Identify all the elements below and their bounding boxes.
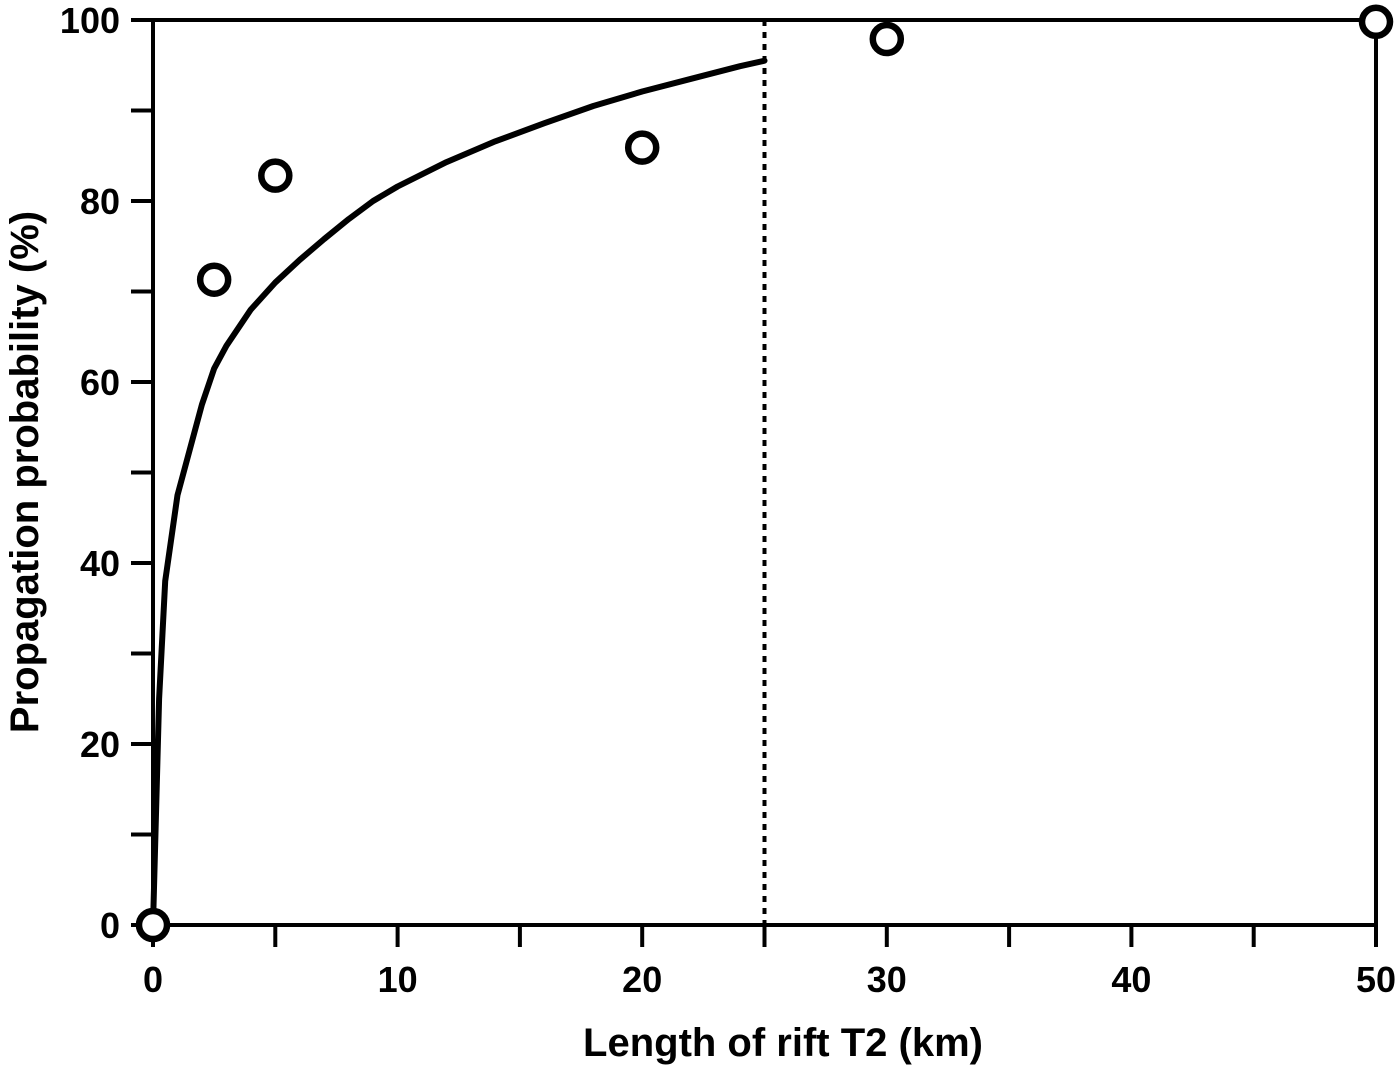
x-tick-label-2: 20 <box>622 959 662 1000</box>
x-tick-label-5: 50 <box>1356 959 1396 1000</box>
data-point-0 <box>135 907 171 943</box>
data-point-2 <box>258 158 293 193</box>
data-point-1 <box>196 262 232 297</box>
data-point-4 <box>869 21 905 57</box>
x-tick-label-1: 10 <box>378 959 418 1000</box>
ticks <box>131 18 1378 947</box>
tick-labels: 0 10 20 30 40 50 0 20 40 60 80 100 <box>60 0 1396 1000</box>
y-tick-label-1: 20 <box>80 724 120 765</box>
fit-curve-layer <box>150 57 768 928</box>
x-tick-label-0: 0 <box>143 959 163 1000</box>
data-points <box>135 4 1394 943</box>
x-tick-label-4: 40 <box>1111 959 1151 1000</box>
y-tick-label-0: 0 <box>100 905 120 946</box>
y-axis-title: Propagation probability (%) <box>3 211 47 733</box>
y-tick-label-4: 80 <box>80 181 120 222</box>
x-axis-title: Length of rift T2 (km) <box>583 1021 983 1065</box>
x-tick-label-3: 30 <box>867 959 907 1000</box>
data-point-3 <box>624 130 660 165</box>
fit-curve <box>150 57 768 928</box>
y-tick-label-5: 100 <box>60 0 120 41</box>
data-point-5 <box>1358 4 1394 40</box>
y-tick-label-2: 40 <box>80 543 120 584</box>
y-tick-label-3: 60 <box>80 362 120 403</box>
